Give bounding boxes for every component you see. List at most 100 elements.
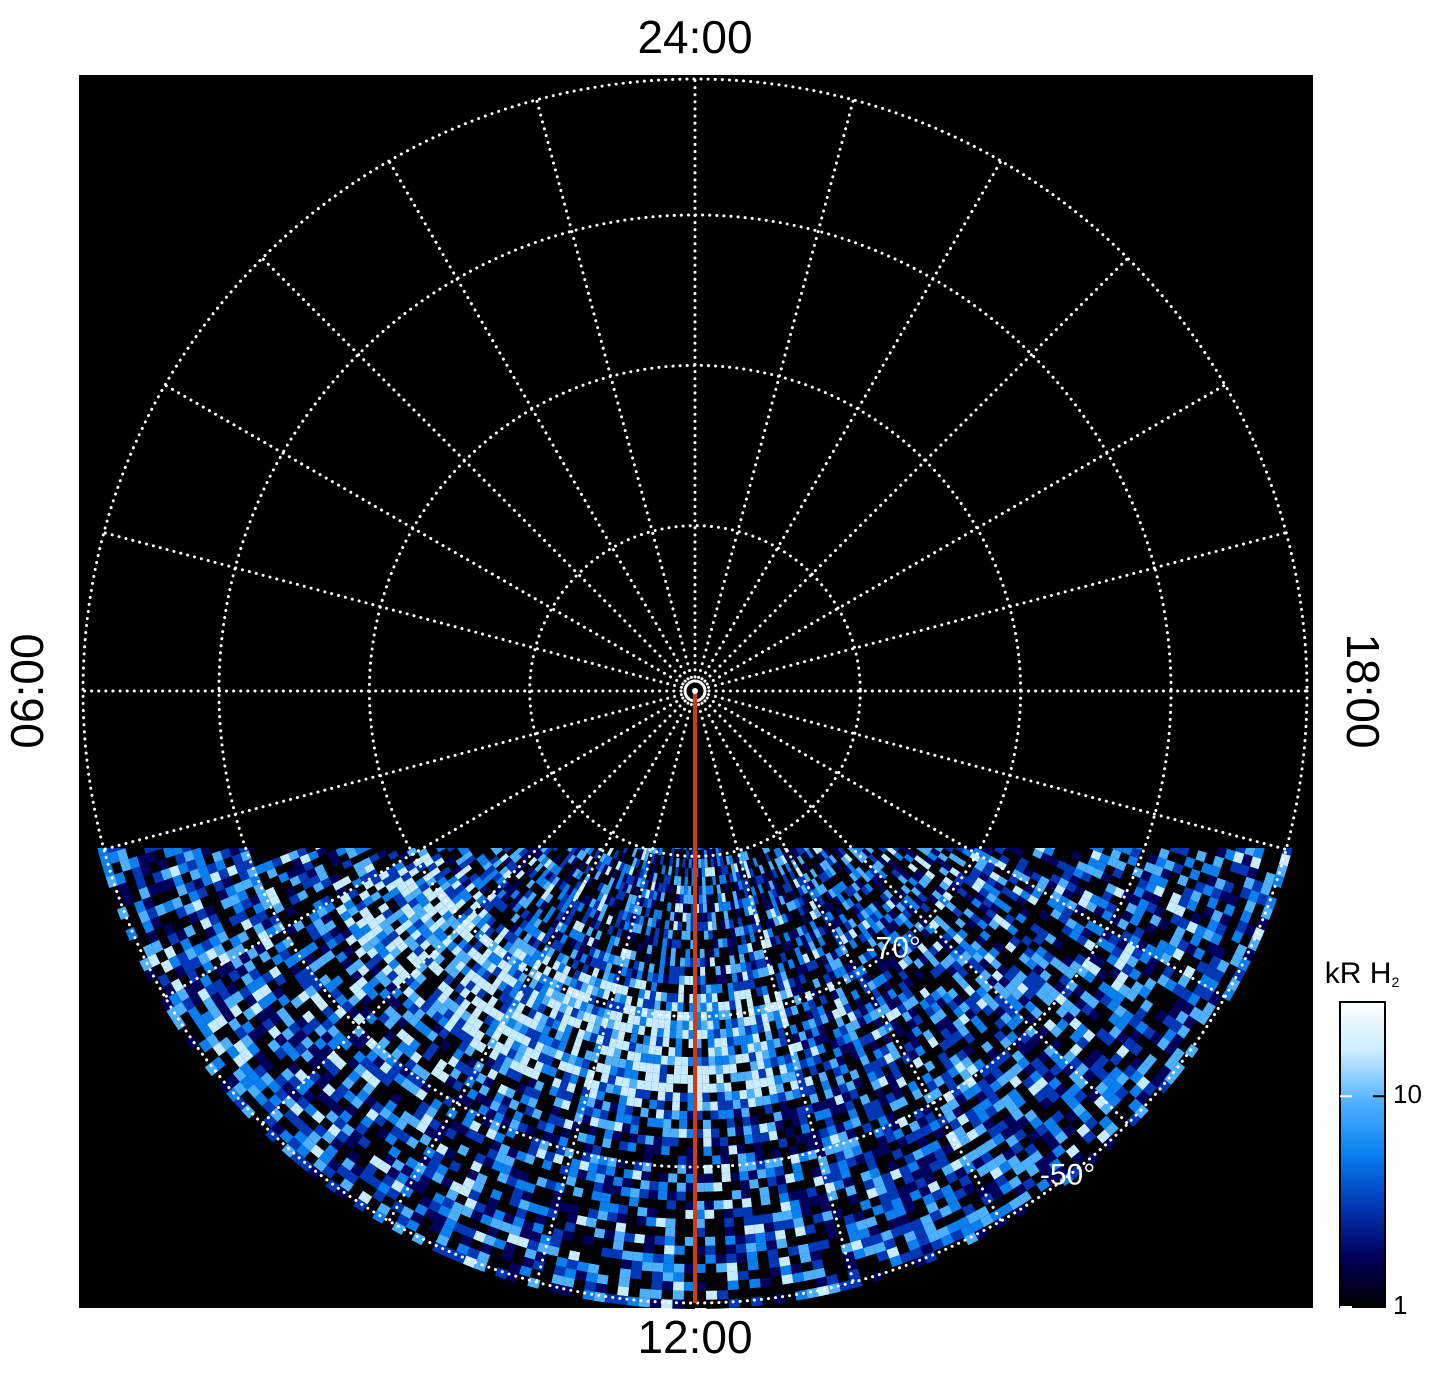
emission-cell bbox=[686, 912, 691, 922]
emission-cell bbox=[706, 849, 711, 859]
emission-cell bbox=[495, 875, 506, 886]
emission-cell bbox=[697, 848, 701, 850]
emission-cell bbox=[495, 862, 506, 873]
emission-cell bbox=[776, 848, 784, 857]
emission-cell bbox=[480, 848, 491, 854]
emission-cell bbox=[576, 922, 586, 933]
emission-cell bbox=[472, 849, 484, 860]
emission-cell bbox=[635, 868, 642, 878]
emission-cell bbox=[574, 880, 583, 891]
emission-cell bbox=[561, 893, 570, 904]
emission-cell bbox=[805, 849, 815, 859]
emission-cell bbox=[524, 853, 535, 864]
emission-cell bbox=[789, 849, 797, 860]
emission-cell bbox=[701, 1029, 708, 1039]
emission-cell bbox=[684, 975, 690, 985]
emission-cell bbox=[523, 888, 534, 899]
emission-cell bbox=[547, 873, 557, 884]
emission-cell bbox=[706, 1002, 713, 1012]
emission-cell bbox=[638, 897, 645, 907]
emission-cell bbox=[660, 946, 667, 957]
emission-cell bbox=[680, 939, 686, 949]
emission-cell bbox=[721, 848, 726, 857]
emission-cell bbox=[718, 947, 725, 957]
emission-cell bbox=[599, 853, 607, 863]
emission-cell bbox=[837, 848, 847, 856]
emission-cell bbox=[782, 893, 790, 904]
emission-cell bbox=[768, 848, 774, 852]
emission-cell bbox=[728, 946, 735, 956]
emission-cell bbox=[682, 912, 687, 922]
emission-cell bbox=[509, 876, 519, 887]
emission-cell bbox=[669, 848, 672, 849]
emission-cell bbox=[723, 883, 729, 893]
emission-cell bbox=[770, 898, 778, 909]
emission-cell bbox=[670, 875, 675, 885]
emission-cell bbox=[663, 1028, 671, 1039]
emission-cell bbox=[699, 957, 706, 967]
emission-cell bbox=[631, 923, 639, 933]
emission-cell bbox=[654, 882, 660, 892]
emission-cell bbox=[714, 902, 720, 913]
emission-cell bbox=[817, 873, 827, 884]
emission-cell bbox=[644, 889, 651, 899]
emission-cell bbox=[591, 938, 600, 949]
emission-cell bbox=[734, 926, 741, 937]
emission-cell bbox=[704, 939, 710, 949]
emission-cell bbox=[758, 855, 765, 865]
emission-cell bbox=[748, 868, 755, 878]
emission-cell bbox=[864, 882, 874, 893]
emission-cell bbox=[736, 862, 743, 872]
emission-cell bbox=[575, 849, 585, 859]
emission-cell bbox=[647, 935, 655, 946]
emission-cell bbox=[564, 895, 574, 906]
emission-cell bbox=[577, 860, 586, 871]
emission-cell bbox=[715, 875, 720, 885]
emission-cell bbox=[543, 848, 553, 856]
emission-cell bbox=[624, 949, 632, 960]
emission-cell bbox=[751, 876, 758, 887]
emission-cell bbox=[674, 1047, 682, 1057]
emission-cell bbox=[841, 848, 850, 854]
emission-cell bbox=[503, 848, 513, 854]
emission-cell bbox=[722, 937, 729, 948]
emission-cell bbox=[779, 923, 788, 934]
emission-cell bbox=[737, 898, 744, 909]
emission-cell bbox=[852, 848, 862, 854]
emission-cell bbox=[896, 848, 907, 858]
emission-cell bbox=[642, 897, 649, 908]
emission-cell bbox=[741, 1053, 750, 1063]
emission-cell bbox=[813, 907, 822, 919]
emission-cell bbox=[704, 867, 709, 877]
emission-cell bbox=[880, 853, 891, 863]
emission-cell bbox=[656, 854, 662, 865]
emission-cell bbox=[755, 903, 762, 914]
emission-cell bbox=[651, 863, 657, 873]
emission-cell bbox=[735, 1053, 743, 1064]
emission-cell bbox=[657, 909, 663, 920]
emission-cell bbox=[625, 874, 632, 885]
emission-cell bbox=[572, 930, 582, 941]
emission-cell bbox=[809, 920, 818, 931]
emission-cell bbox=[701, 1056, 709, 1066]
emission-cell bbox=[626, 893, 634, 904]
emission-cell bbox=[572, 848, 582, 857]
emission-cell bbox=[643, 879, 649, 890]
emission-cell bbox=[615, 880, 622, 890]
emission-cell bbox=[821, 871, 830, 882]
emission-cell bbox=[729, 1000, 737, 1011]
emission-cell bbox=[793, 898, 802, 909]
emission-cell bbox=[791, 928, 800, 939]
emission-cell bbox=[557, 890, 566, 901]
emission-cell bbox=[553, 866, 563, 877]
emission-cell bbox=[653, 1054, 662, 1065]
emission-cell bbox=[674, 903, 680, 913]
emission-cell bbox=[700, 993, 707, 1003]
emission-cell bbox=[662, 901, 668, 912]
emission-cell bbox=[634, 951, 642, 962]
emission-cell bbox=[713, 857, 718, 867]
emission-cell bbox=[715, 974, 722, 985]
emission-cell bbox=[683, 894, 688, 904]
emission-cell bbox=[615, 928, 624, 938]
emission-cell bbox=[721, 1046, 729, 1057]
